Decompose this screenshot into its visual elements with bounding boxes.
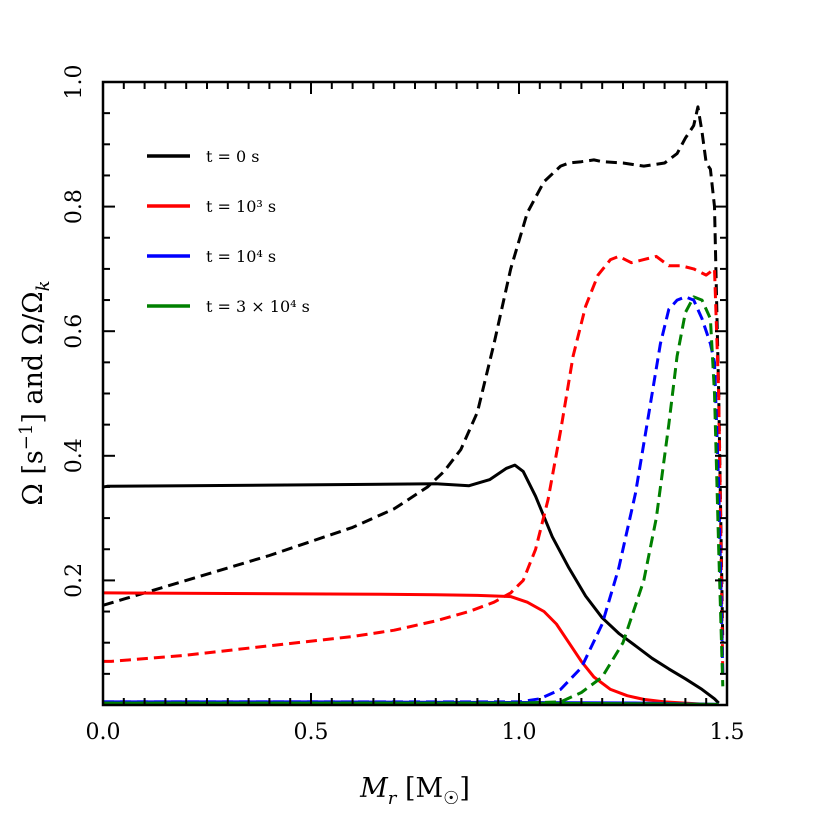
x-axis-title: Mr [M☉] (359, 773, 470, 809)
legend-label-0: t = 0 s (206, 147, 259, 166)
legend-label-3: t = 3 × 10⁴ s (206, 297, 310, 316)
y-axis-title: Ω [s−1] and Ω/Ωk (16, 280, 54, 505)
series-1-omega-solid (103, 591, 719, 705)
axis-ticks (102, 81, 728, 706)
plot-lines (103, 105, 725, 705)
x-tick-label: 0.5 (294, 720, 329, 745)
legend: t = 0 s t = 10³ s t = 10⁴ s t = 3 × 10⁴ s (147, 147, 310, 316)
series-2-omega-ratio-dashed (103, 295, 725, 704)
axis-tick-labels: 0.0 0.5 1.0 1.5 0.2 0.4 0.6 0.8 1.0 (62, 65, 745, 746)
x-tick-label: 0.0 (86, 720, 121, 745)
series-0-omega-solid (103, 463, 720, 705)
legend-label-1: t = 10³ s (206, 197, 276, 216)
y-tick-label: 0.8 (62, 189, 87, 224)
legend-label-2: t = 10⁴ s (206, 247, 276, 266)
series-0-omega-ratio-dashed (103, 105, 725, 643)
x-tick-label: 1.0 (502, 720, 537, 745)
x-tick-label: 1.5 (710, 720, 745, 745)
y-tick-label: 0.2 (62, 563, 87, 598)
y-tick-label: 0.6 (62, 314, 87, 349)
y-tick-label: 0.4 (62, 438, 87, 473)
series-1-omega-ratio-dashed (103, 254, 725, 674)
y-tick-label: 1.0 (62, 65, 87, 100)
